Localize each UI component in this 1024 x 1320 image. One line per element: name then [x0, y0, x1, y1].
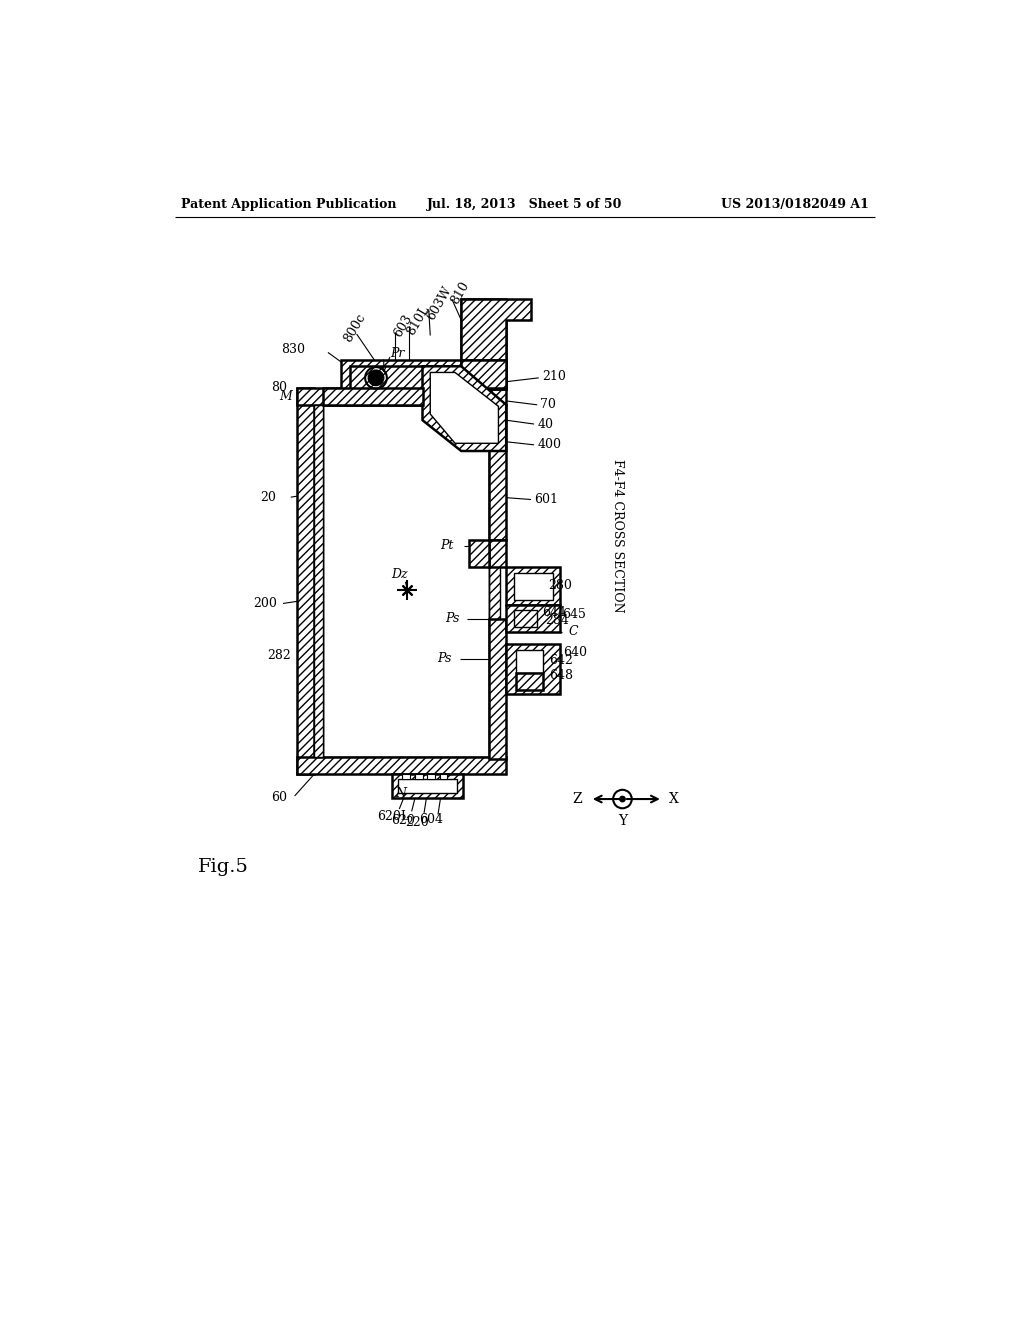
Text: 648: 648: [550, 669, 573, 682]
Polygon shape: [423, 367, 506, 451]
Polygon shape: [461, 298, 506, 389]
Polygon shape: [341, 360, 506, 389]
Text: US 2013/0182049 A1: US 2013/0182049 A1: [721, 198, 869, 211]
Text: 830: 830: [281, 343, 305, 356]
Text: 644: 644: [542, 606, 566, 619]
Text: 200: 200: [254, 597, 278, 610]
Polygon shape: [506, 566, 560, 605]
Text: Dz: Dz: [391, 568, 409, 581]
Text: Pt: Pt: [440, 539, 454, 552]
Polygon shape: [397, 779, 457, 793]
Polygon shape: [514, 573, 553, 599]
Text: 620: 620: [391, 814, 416, 828]
Text: 220: 220: [406, 816, 429, 829]
Polygon shape: [489, 540, 506, 566]
Text: 604: 604: [420, 813, 443, 825]
Polygon shape: [349, 367, 461, 389]
Polygon shape: [506, 644, 560, 693]
Text: 70: 70: [541, 399, 556, 412]
Text: 20: 20: [260, 491, 275, 504]
Circle shape: [369, 370, 384, 385]
Text: 603W: 603W: [425, 284, 455, 322]
Text: Fig.5: Fig.5: [198, 858, 249, 875]
Text: N: N: [395, 787, 407, 800]
Text: 642: 642: [550, 653, 573, 667]
Polygon shape: [297, 388, 506, 405]
Text: 40: 40: [538, 417, 553, 430]
Text: 80: 80: [271, 381, 288, 395]
Polygon shape: [515, 673, 543, 689]
Text: Ps: Ps: [445, 612, 460, 626]
Text: 60: 60: [271, 791, 288, 804]
Polygon shape: [469, 540, 489, 566]
Polygon shape: [439, 775, 447, 779]
Polygon shape: [427, 775, 435, 779]
Polygon shape: [430, 372, 499, 444]
Text: 645: 645: [562, 607, 586, 620]
Text: 810: 810: [449, 280, 472, 306]
Text: Jul. 18, 2013   Sheet 5 of 50: Jul. 18, 2013 Sheet 5 of 50: [427, 198, 623, 211]
Polygon shape: [324, 405, 489, 758]
Polygon shape: [297, 758, 506, 775]
Circle shape: [620, 796, 626, 801]
Polygon shape: [506, 605, 560, 632]
Polygon shape: [489, 405, 506, 540]
Text: Ps: Ps: [437, 652, 452, 665]
Polygon shape: [391, 775, 463, 797]
Text: 640: 640: [563, 647, 588, 659]
Polygon shape: [461, 298, 531, 360]
Text: 280: 280: [548, 579, 572, 593]
Text: Patent Application Publication: Patent Application Publication: [180, 198, 396, 211]
Text: Pr: Pr: [390, 347, 404, 360]
Text: 284: 284: [545, 614, 568, 627]
Text: Z: Z: [572, 792, 583, 807]
Polygon shape: [489, 405, 500, 758]
Text: 210: 210: [542, 370, 565, 383]
Text: X: X: [669, 792, 679, 807]
Text: 282: 282: [267, 648, 291, 661]
Text: C: C: [568, 626, 578, 639]
Polygon shape: [514, 610, 538, 627]
Polygon shape: [402, 775, 410, 779]
Text: M: M: [280, 389, 292, 403]
Polygon shape: [415, 775, 423, 779]
Polygon shape: [297, 388, 314, 775]
Polygon shape: [324, 388, 423, 405]
Text: Y: Y: [617, 814, 627, 829]
Polygon shape: [489, 619, 506, 759]
Text: 400: 400: [538, 438, 561, 451]
Text: 601: 601: [535, 492, 558, 506]
Text: 620L: 620L: [378, 810, 410, 824]
Bar: [324, 405, 489, 758]
Text: 810L: 810L: [404, 302, 432, 338]
Text: 603: 603: [391, 313, 415, 341]
Text: 800c: 800c: [341, 312, 368, 345]
Text: F4-F4 CROSS SECTION: F4-F4 CROSS SECTION: [611, 459, 625, 612]
Polygon shape: [461, 360, 506, 388]
Polygon shape: [515, 649, 543, 673]
Polygon shape: [314, 405, 324, 758]
